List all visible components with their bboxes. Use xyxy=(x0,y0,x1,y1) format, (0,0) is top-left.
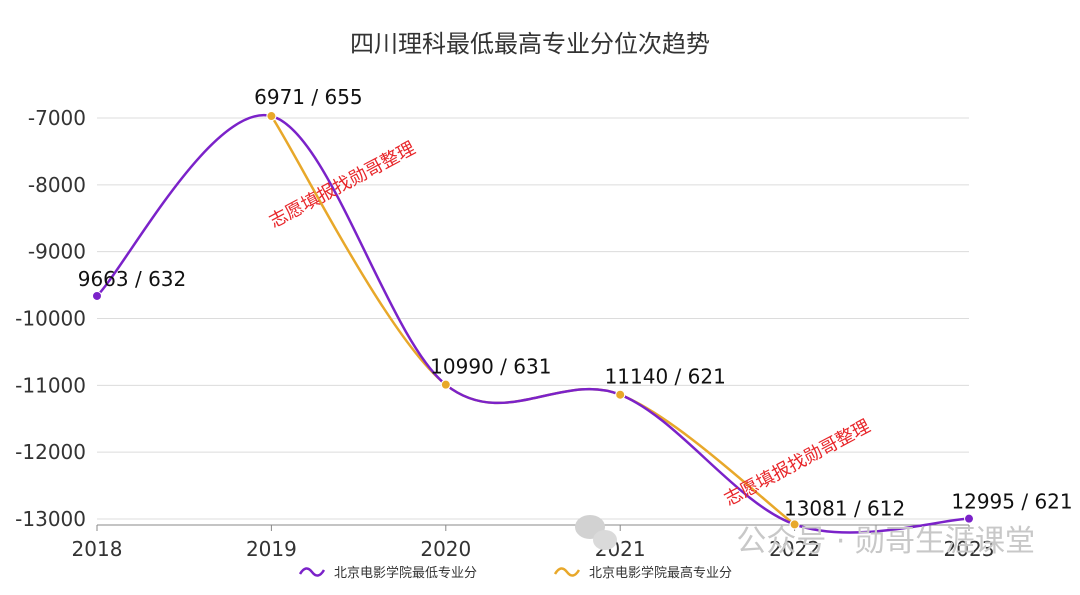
data-point xyxy=(615,389,626,400)
y-axis: -7000 -8000 -9000 -10000 -11000 -12000 -13000 xyxy=(15,106,86,531)
y-tick-label: -11000 xyxy=(15,373,86,397)
x-tick-label: 2019 xyxy=(246,537,297,561)
data-label: 6971 / 655 xyxy=(254,85,363,109)
x-tick-label: 2020 xyxy=(420,537,471,561)
data-labels: 9663 / 632 6971 / 655 10990 / 631 11140 / 6… xyxy=(78,85,1073,520)
y-tick-label: -10000 xyxy=(15,307,86,331)
legend-label: 北京电影学院最高专业分 xyxy=(589,565,732,581)
x-tick-label: 2022 xyxy=(769,537,820,561)
data-label: 11140 / 621 xyxy=(605,365,726,389)
y-tick-label: -8000 xyxy=(28,173,86,197)
data-point xyxy=(92,290,102,301)
brand-watermark: 公众号 · 勋哥生涯课堂 xyxy=(575,515,1035,559)
legend-label: 北京电影学院最低专业分 xyxy=(334,565,477,581)
data-point xyxy=(266,111,277,122)
wechat-bubble-small xyxy=(593,530,617,550)
x-tick-label: 2023 xyxy=(944,537,995,561)
data-point xyxy=(789,519,800,530)
x-axis: 2018 2019 2020 2021 2022 2023 xyxy=(72,524,995,561)
data-label: 13081 / 612 xyxy=(784,496,905,520)
brand-text: 公众号 · 勋哥生涯课堂 xyxy=(736,524,1035,559)
y-tick-label: -12000 xyxy=(15,440,86,464)
series-line-min xyxy=(96,114,970,534)
data-label: 9663 / 632 xyxy=(78,267,187,291)
y-tick-label: -7000 xyxy=(28,106,86,130)
series-lines xyxy=(96,114,970,534)
data-label: 10990 / 631 xyxy=(430,355,551,379)
y-tick-label: -13000 xyxy=(15,507,86,531)
data-point xyxy=(964,513,974,524)
data-label: 12995 / 621 xyxy=(951,490,1072,514)
chart-title: 四川理科最低最高专业分位次趋势 xyxy=(350,30,710,58)
x-tick-label: 2018 xyxy=(72,537,123,561)
legend: 北京电影学院最低专业分 北京电影学院最高专业分 xyxy=(298,565,732,581)
y-tick-label: -9000 xyxy=(28,240,86,264)
grid xyxy=(97,117,969,520)
legend-swatch xyxy=(553,567,581,577)
wechat-icon xyxy=(575,515,617,550)
data-points xyxy=(92,111,974,530)
legend-swatch xyxy=(298,567,326,577)
data-point xyxy=(440,379,451,390)
